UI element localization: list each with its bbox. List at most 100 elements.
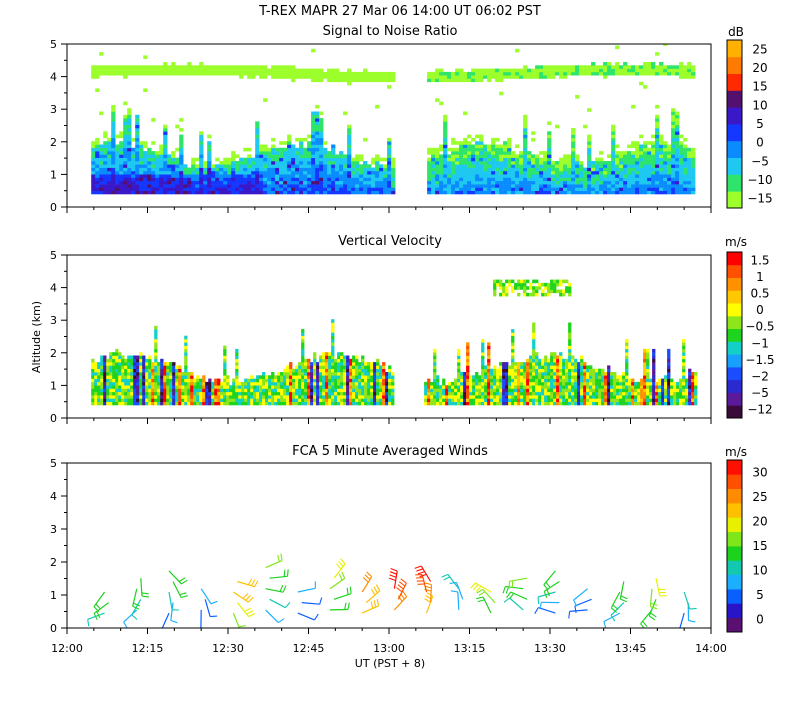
velocity-cell: [223, 362, 227, 366]
velocity-cell: [214, 401, 218, 406]
velocity-cell: [193, 378, 197, 383]
snr-cell: [267, 190, 272, 195]
snr-cell: [347, 134, 352, 139]
snr-cell: [603, 187, 608, 191]
snr-cell: [251, 187, 256, 191]
snr-cell: [439, 154, 444, 158]
snr-cell: [295, 167, 300, 172]
velocity-cell: [574, 381, 578, 386]
snr-cell: [295, 190, 300, 195]
snr-cell: [647, 174, 652, 178]
snr-cell: [123, 187, 128, 191]
velocity-cell: [280, 378, 284, 383]
velocity-cell: [262, 378, 266, 383]
snr-cell: [523, 190, 528, 195]
snr-cell: [131, 151, 136, 155]
snr-cell: [607, 71, 612, 76]
velocity-cell: [319, 401, 323, 406]
snr-cell: [479, 167, 484, 172]
snr-cell: [615, 174, 620, 178]
velocity-cell: [142, 395, 146, 399]
velocity-cell: [475, 398, 479, 402]
snr-cell: [359, 170, 364, 175]
snr-cell: [379, 157, 384, 162]
velocity-cell: [214, 398, 218, 402]
velocity-cell: [601, 378, 605, 383]
velocity-cell: [100, 395, 104, 399]
snr-cell: [691, 184, 696, 188]
snr-cell: [279, 167, 284, 172]
snr-cell: [559, 180, 564, 185]
velocity-cell: [178, 385, 182, 389]
snr-cell: [463, 170, 468, 175]
snr-cell: [431, 170, 436, 175]
snr-cell: [439, 177, 444, 182]
velocity-cell: [118, 368, 122, 373]
snr-cell: [279, 141, 284, 145]
velocity-cell: [175, 391, 179, 396]
velocity-cell: [391, 381, 395, 386]
snr-cell: [159, 151, 164, 155]
snr-cell: [451, 177, 456, 182]
velocity-cell: [652, 378, 656, 383]
snr-cell: [291, 147, 296, 152]
snr-cell: [155, 190, 160, 195]
snr-cell: [571, 180, 576, 185]
velocity-cell: [121, 378, 125, 383]
velocity-cell: [586, 385, 590, 389]
snr-cell: [255, 137, 260, 142]
velocity-cell: [544, 362, 548, 366]
snr-cell: [539, 65, 544, 69]
velocity-cell: [511, 401, 515, 406]
snr-cell: [139, 174, 144, 178]
velocity-cell: [550, 398, 554, 402]
snr-cell: [275, 164, 280, 168]
snr-cell: [335, 170, 340, 175]
velocity-cell: [238, 391, 242, 396]
snr-cell: [439, 78, 444, 83]
snr-cell: [311, 184, 316, 188]
snr-cell: [315, 71, 320, 76]
velocity-cell: [91, 372, 95, 376]
velocity-cell: [181, 391, 185, 396]
snr-cell: [603, 68, 608, 73]
velocity-cell: [325, 375, 329, 379]
velocity-cell: [169, 362, 173, 366]
snr-cell: [303, 68, 308, 73]
snr-cell: [163, 174, 168, 178]
snr-cell: [591, 68, 596, 73]
snr-cell: [459, 78, 464, 83]
snr-cell: [291, 170, 296, 175]
velocity-cell: [505, 395, 509, 399]
velocity-cell: [592, 385, 596, 389]
velocity-cell: [619, 378, 623, 383]
velocity-cell: [589, 401, 593, 406]
velocity-cell: [493, 365, 497, 369]
snr-cell: [231, 154, 236, 158]
snr-cell: [247, 147, 252, 152]
velocity-cell: [130, 395, 134, 399]
velocity-cell: [379, 381, 383, 386]
velocity-cell: [355, 375, 359, 379]
snr-cell: [435, 187, 440, 191]
snr-cell: [663, 144, 668, 149]
velocity-cell: [562, 385, 566, 389]
snr-cell: [359, 184, 364, 188]
velocity-cell: [325, 365, 329, 369]
velocity-cell: [202, 388, 206, 393]
snr-cell: [655, 174, 660, 178]
velocity-cell: [151, 395, 155, 399]
snr-cell: [191, 164, 196, 168]
velocity-cell: [352, 372, 356, 376]
velocity-cell: [298, 365, 302, 369]
velocity-cell: [502, 401, 506, 406]
snr-cell: [535, 75, 540, 79]
velocity-cell: [304, 358, 308, 363]
velocity-cell: [442, 401, 446, 406]
velocity-cell: [532, 342, 536, 346]
velocity-cell: [289, 388, 293, 393]
snr-cell: [427, 167, 432, 172]
snr-cell: [375, 154, 380, 158]
velocity-cell: [577, 372, 581, 376]
snr-cell: [319, 68, 324, 73]
